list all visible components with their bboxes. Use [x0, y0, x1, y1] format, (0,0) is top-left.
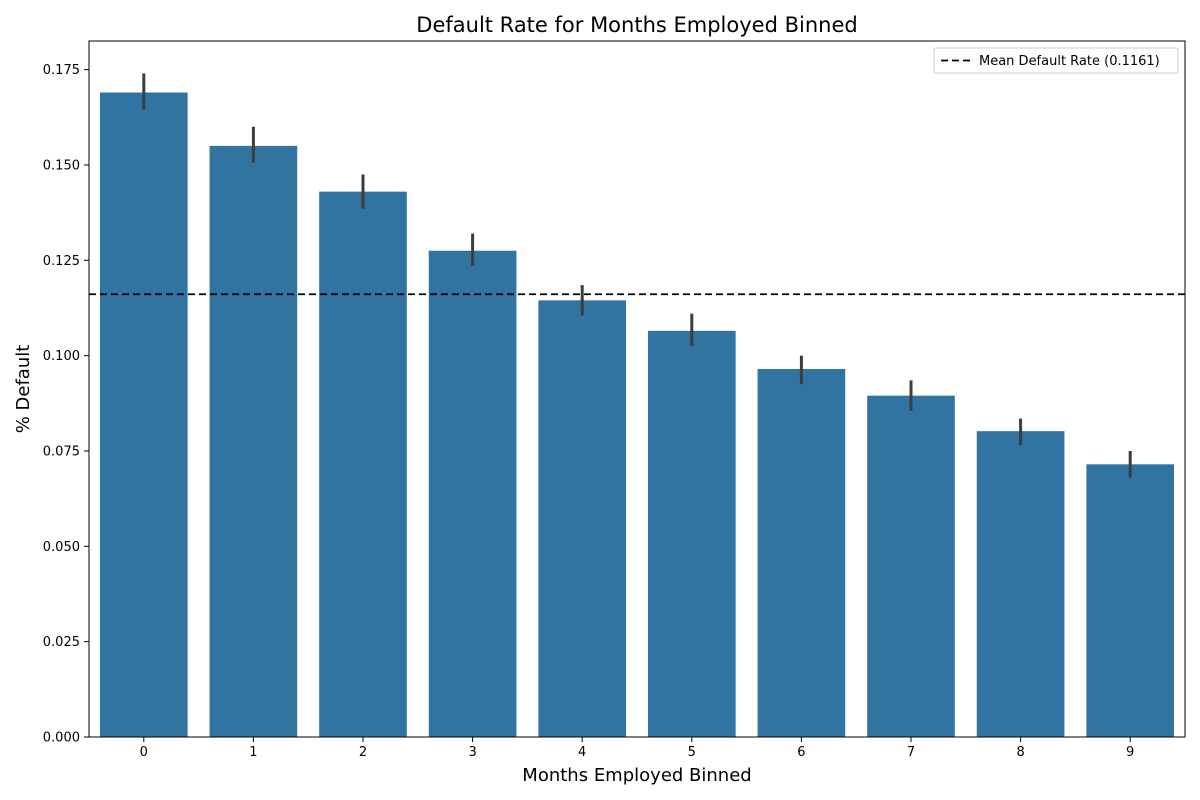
x-tick-label: 5 — [688, 745, 696, 760]
legend-entry-mean-default-rate: Mean Default Rate (0.1161) — [979, 54, 1160, 69]
x-tick-label: 8 — [1016, 745, 1024, 760]
y-tick-label: 0.025 — [43, 635, 80, 650]
x-axis-label: Months Employed Binned — [522, 765, 751, 786]
x-tick-label: 7 — [907, 745, 915, 760]
legend-box — [933, 47, 1179, 74]
x-tick-label: 1 — [249, 745, 257, 760]
y-tick-label: 0.050 — [43, 540, 80, 555]
y-tick-label: 0.125 — [43, 254, 80, 269]
bar-7 — [867, 395, 955, 737]
bar-4 — [538, 300, 627, 737]
x-axis: 0 1 2 3 4 5 6 7 8 9 — [140, 737, 1134, 760]
y-tick-label: 0.175 — [43, 63, 80, 78]
y-axis-label: % Default — [13, 345, 34, 434]
y-tick-label: 0.100 — [43, 349, 80, 364]
bar-2 — [319, 191, 407, 737]
bar-9 — [1086, 464, 1175, 737]
x-tick-label: 2 — [359, 745, 367, 760]
bar-6 — [757, 368, 846, 737]
x-tick-label: 0 — [140, 745, 148, 760]
y-tick-label: 0.075 — [43, 444, 80, 459]
y-tick-label: 0.000 — [43, 731, 80, 746]
error-bars-layer — [142, 73, 1132, 478]
bars-layer — [99, 92, 1175, 738]
x-tick-label: 9 — [1126, 745, 1134, 760]
x-tick-label: 4 — [578, 745, 586, 760]
x-tick-label: 6 — [797, 745, 805, 760]
chart-title: Default Rate for Months Employed Binned — [416, 13, 857, 37]
bar-8 — [976, 431, 1065, 737]
bar-3 — [428, 250, 517, 737]
plot-frame — [88, 40, 1186, 738]
legend: Mean Default Rate (0.1161) — [933, 47, 1179, 74]
bar-1 — [209, 145, 298, 737]
bar-5 — [647, 330, 736, 737]
x-tick-label: 3 — [468, 745, 476, 760]
y-tick-label: 0.150 — [43, 158, 80, 173]
bar-0 — [99, 92, 188, 738]
y-axis: 0.000 0.025 0.050 0.075 0.100 0.125 0.150 0.175 — [43, 63, 89, 746]
